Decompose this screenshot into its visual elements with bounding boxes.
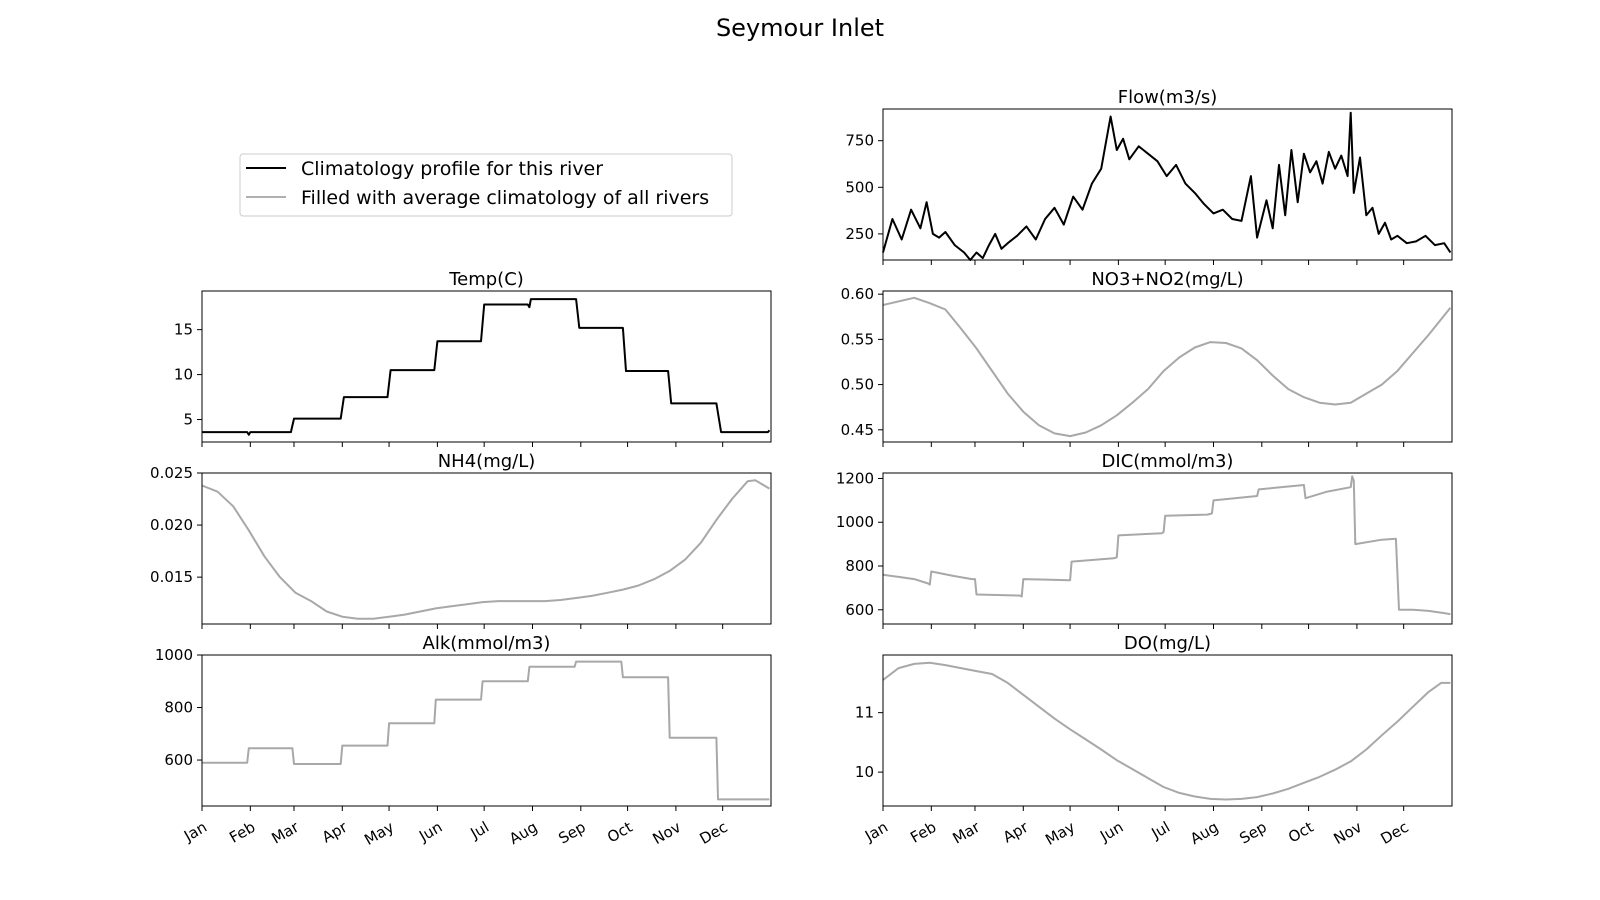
ytick-label-no3: 0.50 [841, 376, 874, 394]
ytick-label-temp: 5 [183, 411, 193, 429]
xtick-label-alk: Apr [319, 817, 351, 846]
subplots: Flow(m3/s) 250 500 750 Temp(C) 5 10 15 NO3+NO2(m… [150, 87, 1453, 849]
ytick-label-do: 11 [855, 704, 874, 722]
panel-flow: Flow(m3/s) 250 500 750 [845, 87, 1453, 265]
panel-do: DO(mg/L) 10 11 Jan Feb Mar Apr May Jun Jul Aug Sep O… [855, 633, 1453, 849]
legend-label-climatology: Climatology profile for this river [301, 158, 603, 180]
xtick-label-do: Nov [1331, 818, 1365, 848]
panel-nh4: NH4(mg/L) 0.015 0.020 0.025 [150, 451, 772, 629]
panel-temp: Temp(C) 5 10 15 [174, 269, 772, 447]
xtick-label-alk: Oct [604, 818, 636, 847]
panel-title-do: DO(mg/L) [1124, 633, 1211, 654]
panel-title-no3: NO3+NO2(mg/L) [1091, 269, 1243, 290]
xtick-label-alk: May [361, 818, 397, 849]
xtick-label-do: May [1042, 818, 1078, 849]
ytick-label-no3: 0.45 [841, 421, 874, 439]
series-line-do [882, 661, 1451, 801]
xtick-label-do: Apr [1000, 817, 1032, 846]
panel-no3: NO3+NO2(mg/L) 0.45 0.50 0.55 0.60 [841, 269, 1453, 447]
xtick-label-do: Mar [949, 817, 983, 847]
xtick-label-do: Jan [861, 818, 891, 846]
xtick-label-alk: Mar [268, 817, 302, 847]
ytick-label-alk: 800 [164, 699, 193, 717]
ytick-label-no3: 0.55 [841, 330, 874, 348]
panel-title-dic: DIC(mmol/m3) [1102, 451, 1234, 472]
xtick-label-do: Jun [1096, 818, 1126, 846]
xtick-label-do: Aug [1187, 818, 1221, 848]
series-line-alk [202, 660, 770, 801]
xtick-label-alk: Jun [415, 818, 445, 846]
xtick-label-alk: Aug [506, 818, 540, 848]
axes-frame-nh4 [201, 472, 772, 625]
legend-frame [239, 153, 733, 217]
ytick-label-dic: 600 [845, 601, 874, 619]
ytick-label-temp: 15 [174, 321, 193, 339]
xtick-label-do: Sep [1236, 818, 1269, 848]
xtick-label-do: Dec [1378, 818, 1412, 848]
panel-title-alk: Alk(mmol/m3) [423, 633, 551, 654]
ytick-label-nh4: 0.015 [150, 568, 193, 586]
ytick-label-alk: 600 [164, 751, 193, 769]
panel-title-nh4: NH4(mg/L) [438, 451, 536, 472]
ytick-label-flow: 500 [845, 178, 874, 196]
ytick-label-flow: 250 [845, 225, 874, 243]
ytick-label-flow: 750 [845, 132, 874, 150]
ytick-label-nh4: 0.020 [150, 516, 193, 534]
panel-alk: Alk(mmol/m3) 600 800 1000 Jan Feb Mar Apr May Jun… [155, 633, 772, 849]
axes-frame-flow [882, 108, 1453, 261]
ytick-label-no3: 0.60 [841, 285, 874, 303]
series-line-flow [882, 111, 1452, 261]
xtick-label-do: Feb [907, 818, 939, 847]
series-line-dic [882, 475, 1451, 616]
series-line-no3 [882, 296, 1452, 438]
axes-frame-temp [201, 290, 772, 443]
ytick-label-do: 10 [855, 763, 874, 781]
xtick-label-alk: Dec [697, 818, 731, 848]
axes-frame-no3 [882, 290, 1453, 443]
axes-frame-do [882, 654, 1453, 807]
xtick-label-alk: Jul [467, 818, 493, 843]
axes-frame-dic [882, 472, 1453, 625]
ytick-label-alk: 1000 [155, 646, 193, 664]
ytick-label-nh4: 0.025 [150, 464, 193, 482]
ytick-label-dic: 1200 [836, 469, 874, 487]
series-line-nh4 [201, 479, 770, 620]
xtick-label-alk: Jan [180, 818, 210, 846]
legend: Climatology profile for this river Fille… [239, 153, 733, 217]
xtick-label-alk: Nov [650, 818, 684, 848]
ytick-label-temp: 10 [174, 366, 193, 384]
legend-label-filled: Filled with average climatology of all r… [301, 187, 709, 209]
ytick-label-dic: 1000 [836, 513, 874, 531]
xtick-label-alk: Sep [555, 818, 588, 848]
axes-frame-alk [201, 654, 772, 807]
xtick-label-alk: Feb [226, 818, 258, 847]
panel-title-flow: Flow(m3/s) [1118, 87, 1218, 108]
ytick-label-dic: 800 [845, 557, 874, 575]
xtick-label-do: Jul [1148, 818, 1174, 843]
panel-title-temp: Temp(C) [448, 269, 524, 290]
panel-dic: DIC(mmol/m3) 600 800 1000 1200 [836, 451, 1453, 629]
figure-title: Seymour Inlet [716, 14, 884, 42]
xtick-label-do: Oct [1285, 818, 1317, 847]
series-line-temp [202, 298, 771, 436]
